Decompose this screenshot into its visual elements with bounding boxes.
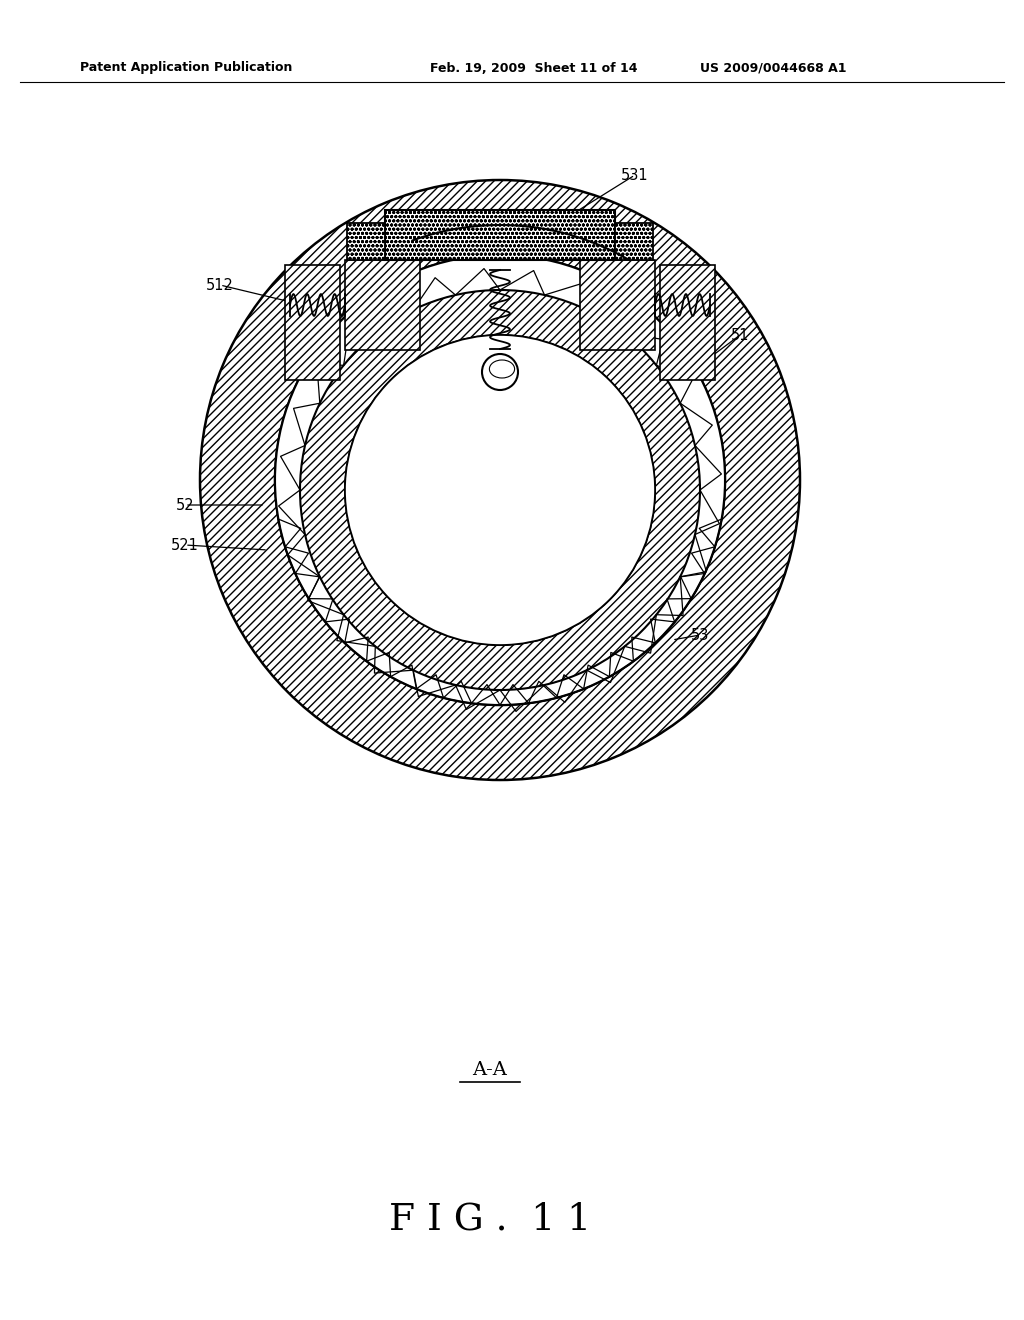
Text: 51: 51 — [731, 327, 750, 342]
Bar — [660, 265, 715, 380]
Bar — [385, 210, 615, 260]
Text: 53: 53 — [691, 627, 710, 643]
Wedge shape — [200, 180, 800, 780]
Text: 521: 521 — [171, 537, 199, 553]
Text: F I G .  1 1: F I G . 1 1 — [389, 1203, 591, 1238]
Bar — [347, 223, 385, 260]
Bar — [285, 265, 340, 380]
Text: 512: 512 — [206, 277, 233, 293]
Text: Feb. 19, 2009  Sheet 11 of 14: Feb. 19, 2009 Sheet 11 of 14 — [430, 62, 638, 74]
Bar — [615, 223, 653, 260]
Circle shape — [275, 255, 725, 705]
Circle shape — [200, 180, 800, 780]
Circle shape — [345, 335, 655, 645]
Bar — [345, 260, 420, 350]
Text: 513: 513 — [627, 288, 653, 302]
Text: A-A: A-A — [472, 1061, 508, 1078]
Circle shape — [482, 354, 518, 389]
Bar — [580, 260, 655, 350]
Text: Patent Application Publication: Patent Application Publication — [80, 62, 293, 74]
Text: 52: 52 — [176, 498, 195, 512]
Wedge shape — [300, 290, 700, 690]
Text: US 2009/0044668 A1: US 2009/0044668 A1 — [700, 62, 847, 74]
Text: 531: 531 — [622, 168, 649, 182]
